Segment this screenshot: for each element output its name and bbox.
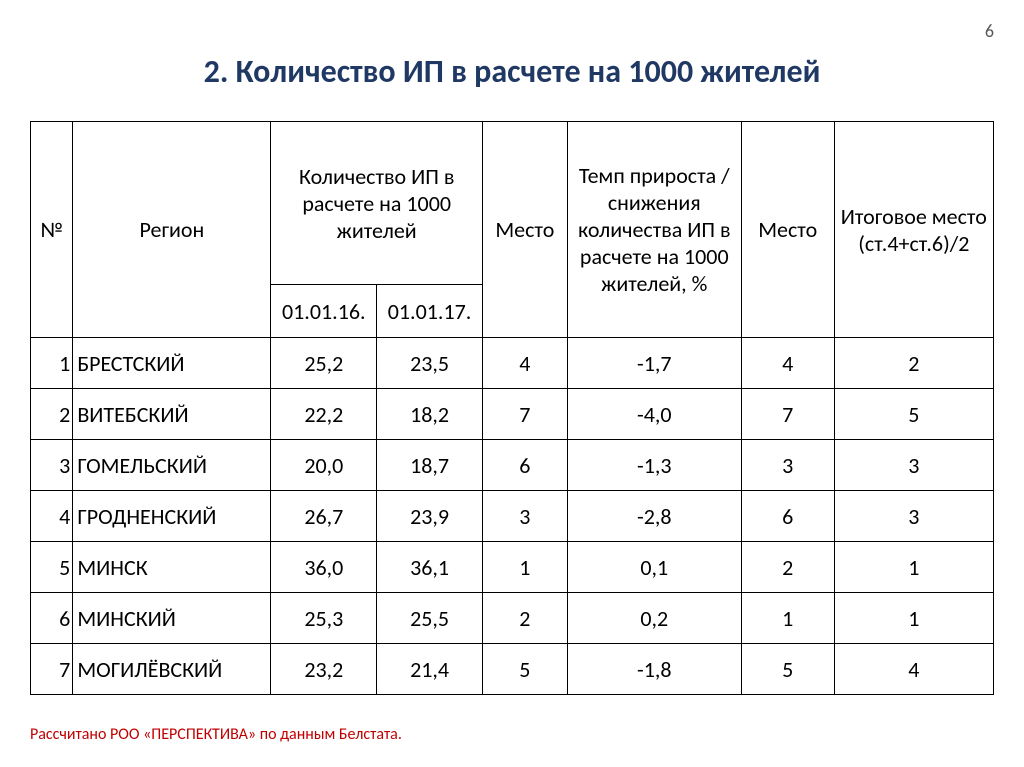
cell-region: ВИТЕБСКИЙ [73, 389, 271, 440]
cell-place2: 5 [741, 644, 834, 695]
cell-place2: 7 [741, 389, 834, 440]
cell-place: 2 [482, 593, 567, 644]
cell-v1: 22,2 [271, 389, 377, 440]
cell-final: 4 [834, 644, 993, 695]
cell-place: 3 [482, 491, 567, 542]
cell-v2: 25,5 [377, 593, 483, 644]
cell-final: 3 [834, 491, 993, 542]
cell-place: 6 [482, 440, 567, 491]
cell-place2: 2 [741, 542, 834, 593]
cell-growth: -1,8 [567, 644, 741, 695]
cell-v2: 18,7 [377, 440, 483, 491]
header-growth: Темп прироста /снижения количества ИП в … [567, 122, 741, 338]
cell-v2: 18,2 [377, 389, 483, 440]
cell-growth: -1,3 [567, 440, 741, 491]
cell-v1: 26,7 [271, 491, 377, 542]
page-number: 6 [30, 20, 994, 42]
cell-place: 5 [482, 644, 567, 695]
cell-growth: 0,2 [567, 593, 741, 644]
cell-final: 1 [834, 593, 993, 644]
cell-region: МИНСК [73, 542, 271, 593]
cell-region: МИНСКИЙ [73, 593, 271, 644]
cell-num: 5 [31, 542, 73, 593]
cell-num: 2 [31, 389, 73, 440]
cell-place2: 4 [741, 338, 834, 389]
cell-region: МОГИЛЁВСКИЙ [73, 644, 271, 695]
cell-final: 1 [834, 542, 993, 593]
cell-place2: 1 [741, 593, 834, 644]
cell-growth: -1,7 [567, 338, 741, 389]
cell-final: 5 [834, 389, 993, 440]
cell-place: 7 [482, 389, 567, 440]
page-title: 2. Количество ИП в расчете на 1000 жител… [30, 52, 994, 91]
cell-v1: 20,0 [271, 440, 377, 491]
footnote: Рассчитано РОО «ПЕРСПЕКТИВА» по данным Б… [30, 725, 994, 744]
table-row: 2ВИТЕБСКИЙ22,218,27-4,075 [31, 389, 994, 440]
cell-v2: 36,1 [377, 542, 483, 593]
cell-v2: 23,9 [377, 491, 483, 542]
table-row: 6МИНСКИЙ25,325,520,211 [31, 593, 994, 644]
table-row: 7МОГИЛЁВСКИЙ23,221,45-1,854 [31, 644, 994, 695]
header-final: Итоговое место (ст.4+ст.6)/2 [834, 122, 993, 338]
header-date2: 01.01.17. [377, 285, 483, 338]
cell-v2: 23,5 [377, 338, 483, 389]
cell-region: ГРОДНЕНСКИЙ [73, 491, 271, 542]
header-date1: 01.01.16. [271, 285, 377, 338]
header-count: Количество ИП в расчете на 1000 жителей [271, 122, 483, 285]
table-row: 4ГРОДНЕНСКИЙ26,723,93-2,863 [31, 491, 994, 542]
table-row: 5МИНСК36,036,110,121 [31, 542, 994, 593]
cell-growth: -4,0 [567, 389, 741, 440]
cell-final: 2 [834, 338, 993, 389]
cell-v1: 25,3 [271, 593, 377, 644]
cell-growth: -2,8 [567, 491, 741, 542]
cell-v2: 21,4 [377, 644, 483, 695]
data-table: № Регион Количество ИП в расчете на 1000… [30, 121, 994, 695]
cell-num: 3 [31, 440, 73, 491]
cell-place2: 3 [741, 440, 834, 491]
table-row: 3ГОМЕЛЬСКИЙ20,018,76-1,333 [31, 440, 994, 491]
header-place: Место [482, 122, 567, 338]
header-place2: Место [741, 122, 834, 338]
cell-num: 7 [31, 644, 73, 695]
cell-region: БРЕСТСКИЙ [73, 338, 271, 389]
cell-growth: 0,1 [567, 542, 741, 593]
cell-v1: 25,2 [271, 338, 377, 389]
cell-place2: 6 [741, 491, 834, 542]
cell-num: 4 [31, 491, 73, 542]
header-num: № [31, 122, 73, 338]
cell-num: 6 [31, 593, 73, 644]
cell-v1: 23,2 [271, 644, 377, 695]
header-region: Регион [73, 122, 271, 338]
cell-place: 4 [482, 338, 567, 389]
table-row: 1БРЕСТСКИЙ25,223,54-1,742 [31, 338, 994, 389]
cell-v1: 36,0 [271, 542, 377, 593]
cell-final: 3 [834, 440, 993, 491]
cell-place: 1 [482, 542, 567, 593]
cell-region: ГОМЕЛЬСКИЙ [73, 440, 271, 491]
cell-num: 1 [31, 338, 73, 389]
